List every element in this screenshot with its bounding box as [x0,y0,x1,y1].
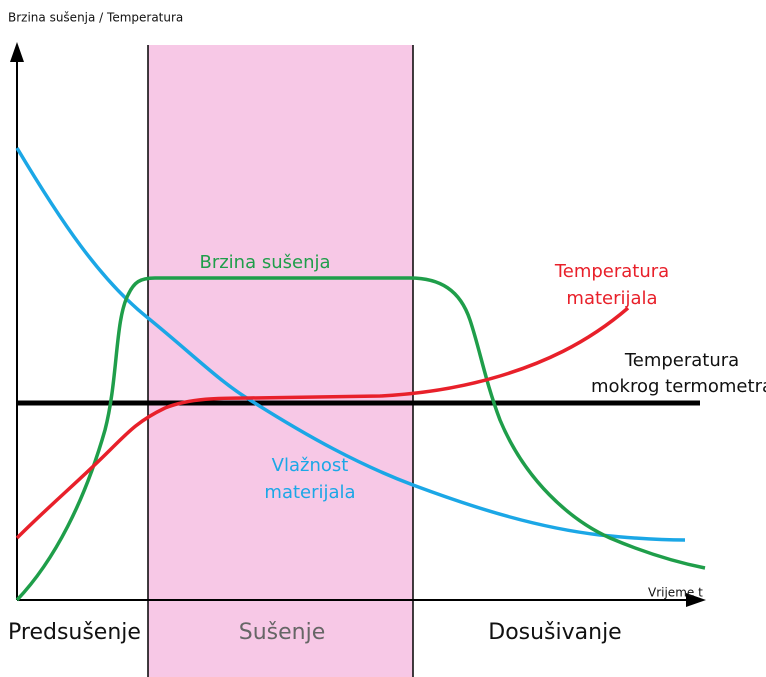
drying-phase-band [148,45,413,677]
curve-label: Brzina sušenja [199,252,330,273]
curve-label: Temperatura [554,261,669,282]
curve-label: mokrog termometra [591,376,766,397]
y-axis-label: Brzina sušenja / Temperatura [8,11,183,25]
x-axis-arrow [686,593,706,607]
material-temperature-curve [15,306,630,540]
phase-label: Dosušivanje [488,620,621,645]
curve-label: materijala [566,288,657,309]
curve-label: Vlažnost [272,455,349,476]
x-axis-label: Vrijeme t [648,586,703,600]
drying-rate-curve [15,276,706,602]
y-axis-arrow [10,42,24,62]
phase-label: Predsušenje [8,620,141,645]
curve-label: materijala [264,482,355,503]
phase-label: Sušenje [239,620,326,645]
curve-label: Temperatura [624,350,739,371]
